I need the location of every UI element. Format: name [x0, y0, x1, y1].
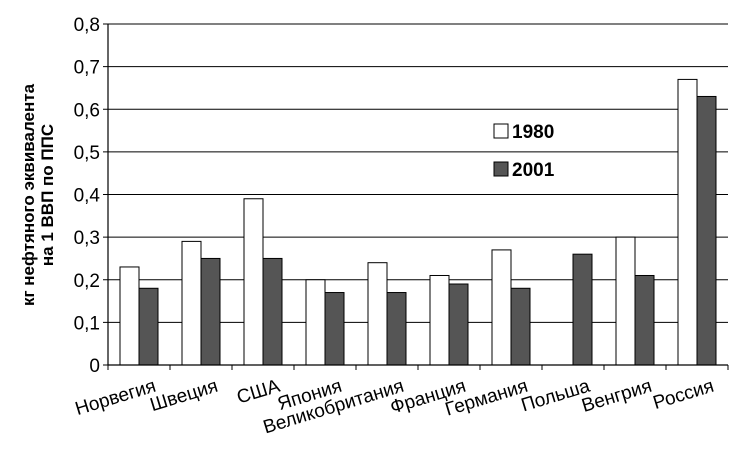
- bar-2001-Германия: [510, 287, 531, 366]
- bar-1980-Венгрия: [615, 236, 636, 366]
- y-axis-label: кг нефтяного эквивалента на 1 ВВП по ППС: [19, 83, 57, 306]
- legend-label-1980: 1980: [512, 122, 554, 143]
- legend-swatch-1980: [493, 123, 509, 139]
- bar-1980-Швеция: [181, 240, 202, 366]
- legend-label-2001: 2001: [512, 160, 555, 181]
- y-tick-label: 0,3: [74, 228, 100, 249]
- x-category-label: Россия: [651, 376, 717, 414]
- bar-2001-Швеция: [200, 257, 221, 366]
- y-tick-label: 0,8: [74, 15, 100, 36]
- bar-1980-Великобритания: [367, 262, 388, 366]
- x-category-label: Норвегия: [73, 376, 159, 420]
- x-category-label: Швеция: [148, 376, 221, 416]
- bar-2001-Польша: [572, 253, 593, 366]
- bar-1980-Франция: [429, 274, 450, 366]
- y-axis-label-line-1: кг нефтяного эквивалента: [19, 83, 38, 306]
- bar-2001-Великобритания: [386, 292, 407, 366]
- bar-2001-Япония: [324, 292, 345, 366]
- bar-1980-Германия: [491, 249, 512, 366]
- bar-1980-Россия: [677, 78, 698, 366]
- bar-2001-Норвегия: [138, 287, 159, 366]
- bar-1980-США: [243, 198, 264, 366]
- x-category-label: Венгрия: [579, 376, 654, 417]
- y-tick-label: 0,4: [74, 186, 101, 207]
- y-tick-label: 0,7: [74, 58, 100, 79]
- axes: [103, 23, 729, 370]
- y-tick-label: 0: [89, 356, 100, 377]
- y-tick-labels: 0 0,1 0,2 0,3 0,4 0,5 0,6 0,7 0,8: [74, 15, 101, 377]
- bar-2001-Франция: [448, 283, 469, 366]
- y-tick-label: 0,1: [74, 313, 100, 334]
- bar-2001-Россия: [696, 95, 717, 366]
- bar-2001-США: [262, 257, 283, 366]
- bar-2001-Венгрия: [634, 274, 655, 366]
- legend: 1980 2001: [493, 122, 555, 181]
- y-tick-label: 0,2: [74, 271, 100, 292]
- bar-1980-Норвегия: [119, 266, 140, 366]
- bar-1980-Япония: [305, 279, 326, 366]
- x-category-label: США: [234, 376, 282, 409]
- y-tick-label: 0,6: [74, 100, 100, 121]
- legend-swatch-2001: [493, 161, 509, 177]
- y-tick-label: 0,5: [74, 143, 100, 164]
- y-axis-label-line-2: на 1 ВВП по ППС: [38, 124, 57, 266]
